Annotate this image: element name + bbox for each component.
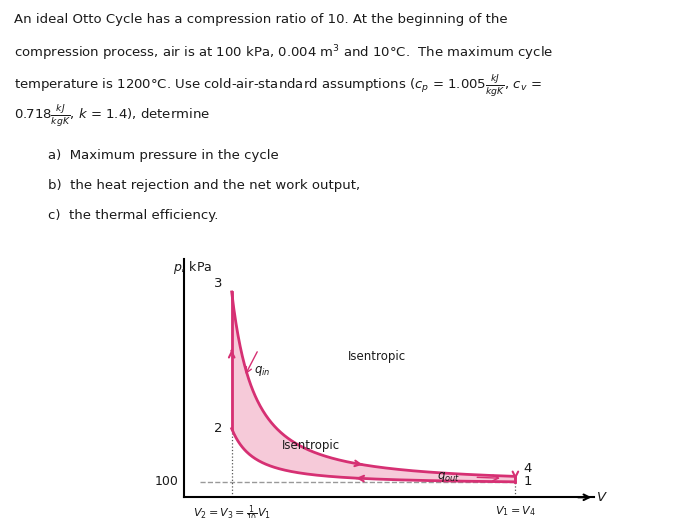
Text: 3: 3 [214, 277, 223, 290]
Text: $V_1 = V_4$: $V_1 = V_4$ [495, 504, 535, 517]
Text: compression process, air is at 100 kPa, 0.004 m$^3$ and 10°C.  The maximum cycle: compression process, air is at 100 kPa, … [14, 43, 553, 63]
Text: 1: 1 [523, 476, 532, 488]
Text: b)  the heat rejection and the net work output,: b) the heat rejection and the net work o… [48, 179, 360, 192]
Text: temperature is 1200°C. Use cold-air-standard assumptions ($c_p$ = 1.005$\frac{kJ: temperature is 1200°C. Use cold-air-stan… [14, 73, 542, 99]
Polygon shape [232, 292, 516, 482]
Text: 4: 4 [523, 462, 531, 474]
Text: $p$, kPa: $p$, kPa [173, 259, 212, 276]
Text: a)  Maximum pressure in the cycle: a) Maximum pressure in the cycle [48, 149, 279, 162]
Text: 100: 100 [154, 476, 178, 488]
Text: 2: 2 [214, 422, 223, 435]
Text: An ideal Otto Cycle has a compression ratio of 10. At the beginning of the: An ideal Otto Cycle has a compression ra… [14, 13, 507, 26]
Text: $V_2 = V_3 = \frac{1}{10}V_1$: $V_2 = V_3 = \frac{1}{10}V_1$ [193, 504, 270, 518]
Text: c)  the thermal efficiency.: c) the thermal efficiency. [48, 209, 218, 222]
Text: Isentropic: Isentropic [348, 351, 406, 364]
Text: $q_{out}$: $q_{out}$ [436, 470, 460, 484]
Text: $q_{in}$: $q_{in}$ [254, 364, 270, 378]
Text: Isentropic: Isentropic [282, 439, 340, 452]
Text: 0.718$\frac{kJ}{kgK}$, $k$ = 1.4), determine: 0.718$\frac{kJ}{kgK}$, $k$ = 1.4), deter… [14, 103, 210, 129]
Text: V: V [598, 491, 607, 504]
